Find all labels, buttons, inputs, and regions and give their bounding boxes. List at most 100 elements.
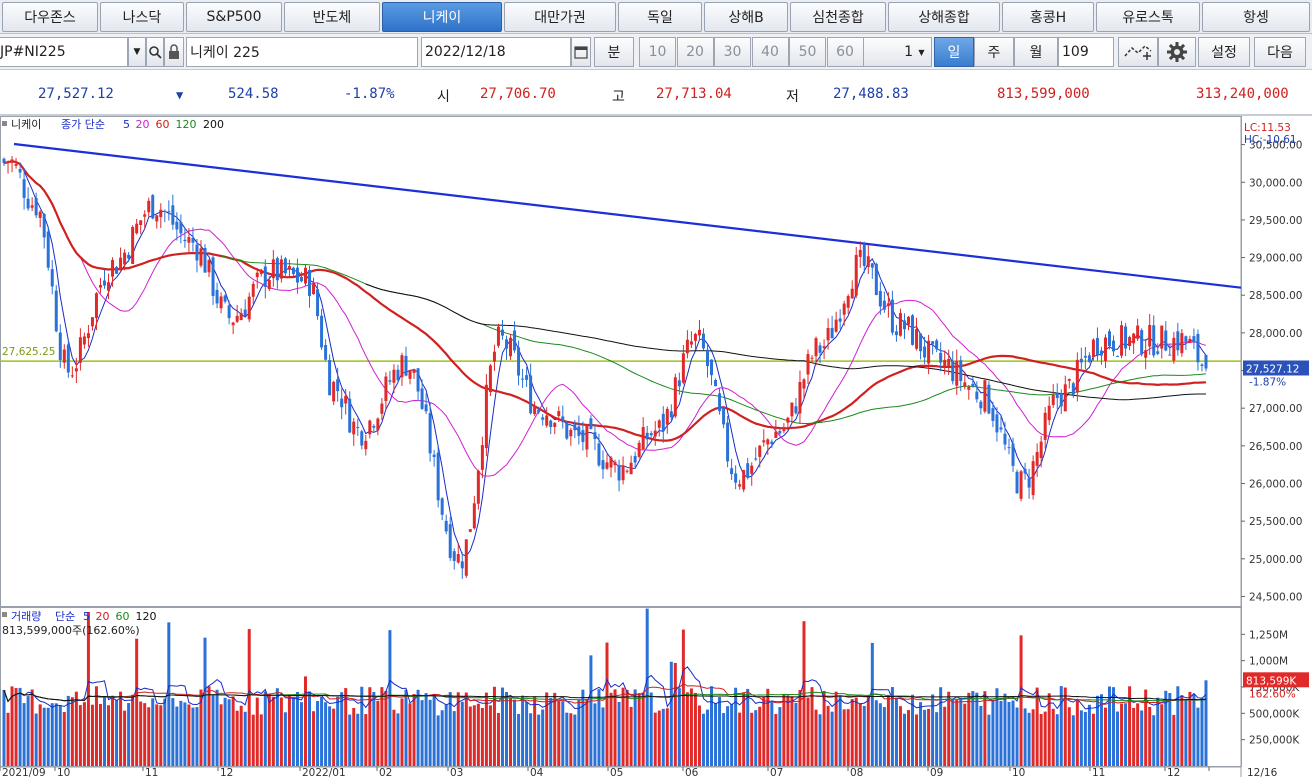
candle-body [1120, 325, 1124, 356]
volume-bar [689, 688, 693, 766]
minute-option-20[interactable]: 20 [676, 37, 714, 67]
volume-bar [348, 714, 352, 766]
candle-body [947, 358, 951, 366]
volume-bar [98, 703, 102, 766]
minute-option-50[interactable]: 50 [789, 37, 826, 67]
volume-bar [54, 703, 58, 766]
candle-body [155, 215, 159, 222]
market-tab-1[interactable]: 나스닥 [100, 2, 184, 32]
volume-bar [50, 703, 54, 766]
week-period-button[interactable]: 주 [974, 37, 1014, 67]
volume-bar [850, 699, 854, 766]
volume-bar [730, 704, 734, 766]
volume-bar [143, 703, 147, 766]
bar-count-input[interactable]: 109 [1058, 37, 1114, 67]
volume-bar [195, 707, 199, 766]
market-tab-10[interactable]: 홍콩H [1002, 2, 1094, 32]
volume-bar [625, 689, 629, 766]
candle-body [472, 503, 476, 529]
candle-body [1067, 378, 1071, 381]
candle-body [227, 305, 231, 319]
candle-body [271, 259, 275, 279]
candle-body [806, 354, 810, 375]
settings-button[interactable]: 설정 [1198, 37, 1250, 67]
volume-bar [123, 710, 127, 766]
candle-body [247, 296, 251, 320]
drawing-tool-button[interactable] [1118, 37, 1158, 67]
volume-bar [697, 705, 701, 766]
price-volume-chart[interactable]: 30,500.00 30,000.00 29,500.00 29,000.00 28,5… [0, 116, 1312, 777]
symbol-dropdown-arrow[interactable]: ▼ [128, 37, 146, 67]
date-input[interactable]: 2022/12/18 [421, 37, 571, 67]
volume-bar [798, 690, 802, 766]
minute-option-10[interactable]: 10 [639, 37, 676, 67]
low-price: 27,488.83 [833, 86, 909, 102]
volume-bar [155, 704, 159, 766]
next-button[interactable]: 다음 [1254, 37, 1306, 67]
candle-body [931, 341, 935, 345]
candle-body [6, 161, 10, 163]
volume-bar [163, 698, 167, 766]
candle-body [706, 349, 709, 367]
volume-tick-label: 250,000K [1249, 735, 1300, 747]
symbol-input[interactable]: JP#NI225 [0, 37, 128, 67]
market-tab-6[interactable]: 독일 [618, 2, 702, 32]
minute-count-dropdown[interactable]: ▼ [912, 37, 932, 67]
market-tab-11[interactable]: 유로스톡 [1096, 2, 1200, 32]
market-tab-4[interactable]: 니케이 [382, 2, 502, 32]
volume-bar [762, 696, 766, 766]
candle-body [987, 384, 991, 414]
search-button[interactable] [146, 37, 164, 67]
market-tab-8[interactable]: 심천종합 [790, 2, 886, 32]
lock-button[interactable] [164, 37, 184, 67]
volume-bar [1075, 699, 1079, 766]
volume-bar [1003, 693, 1007, 766]
price-tick-label: 24,500.00 [1249, 591, 1302, 603]
market-tab-12[interactable]: 항셍 [1202, 2, 1310, 32]
minute-option-30[interactable]: 30 [714, 37, 751, 67]
month-period-button[interactable]: 월 [1014, 37, 1058, 67]
market-tab-7[interactable]: 상해B [704, 2, 788, 32]
candle-body [939, 352, 943, 363]
market-tab-9[interactable]: 상해종합 [888, 2, 1000, 32]
candle-body [697, 329, 701, 336]
candle-body [661, 413, 665, 432]
market-tab-5[interactable]: 대만가권 [504, 2, 616, 32]
candle-body [396, 369, 400, 381]
volume-bar [931, 694, 935, 766]
market-tab-3[interactable]: 반도체 [284, 2, 380, 32]
volume-bar [778, 707, 782, 766]
volume-bar [1095, 695, 1099, 766]
volume-bar [90, 704, 94, 766]
volume-bar [911, 694, 915, 766]
minute-option-60[interactable]: 60 [826, 37, 864, 67]
candle-body [955, 360, 959, 386]
volume-bar [1144, 689, 1148, 766]
chart-settings-gear-button[interactable] [1158, 37, 1196, 67]
day-period-button[interactable]: 일 [934, 37, 974, 67]
date-tick-label: 11 [1092, 767, 1105, 777]
date-tick-label: 10 [57, 767, 70, 777]
market-tab-0[interactable]: 다우존스 [2, 2, 98, 32]
price-change-percent: -1.87% [344, 86, 395, 102]
chart-area[interactable]: 30,500.00 30,000.00 29,500.00 29,000.00 28,5… [0, 116, 1312, 777]
volume-bar [392, 709, 396, 766]
volume-bar [701, 713, 705, 766]
calendar-button[interactable] [571, 37, 591, 67]
minute-period-button[interactable]: 분 [594, 37, 634, 67]
volume-bar [854, 697, 858, 766]
quote-strip: 27,527.12 ▼ 524.58 -1.87% 시 27,706.70 고 … [0, 70, 1312, 116]
candle-body [505, 339, 508, 349]
candle-body [308, 270, 312, 296]
minute-option-40[interactable]: 40 [751, 37, 789, 67]
volume-bar [810, 687, 814, 766]
candle-body [621, 465, 625, 481]
volume-bar [448, 692, 452, 766]
volume-bar [324, 702, 328, 766]
volume-bar [766, 688, 770, 766]
candle-body [464, 539, 468, 576]
price-legend-label: 종가 단순 [61, 118, 105, 131]
market-tab-2[interactable]: S&P500 [186, 2, 282, 32]
volume-bar [187, 704, 191, 766]
gear-icon [1167, 42, 1187, 62]
